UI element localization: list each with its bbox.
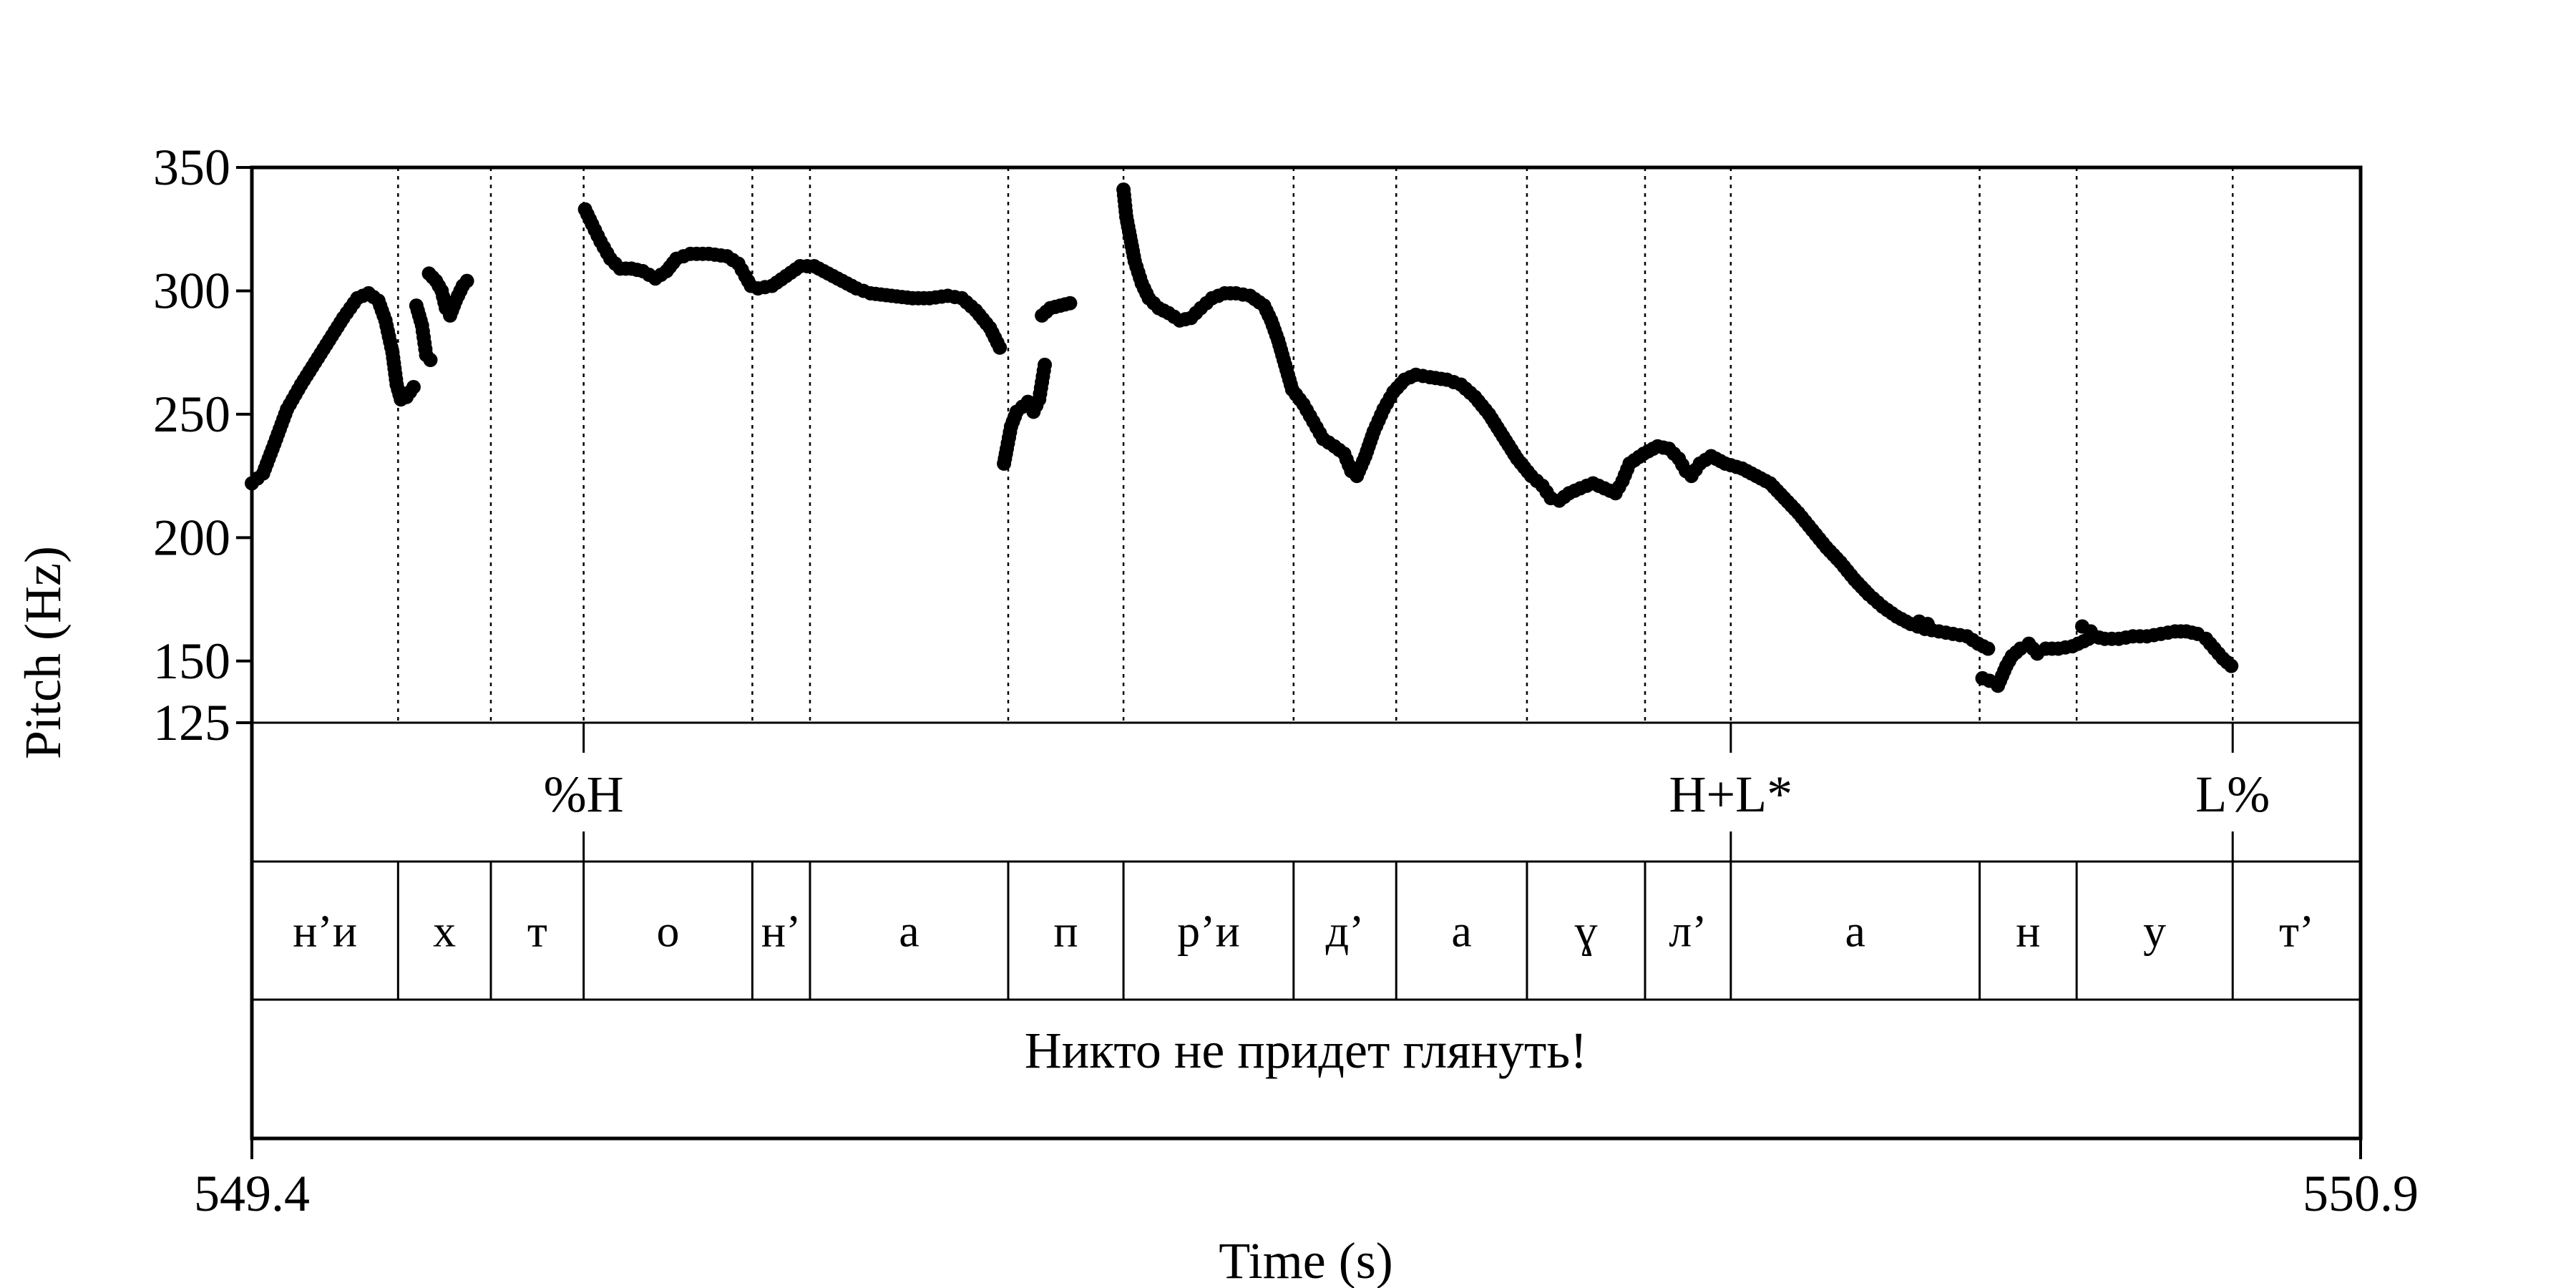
pitch-point — [459, 273, 474, 288]
segment-boundaries — [396, 167, 2234, 1000]
pitch-point — [1981, 641, 1996, 656]
segment-label: п — [1053, 906, 1078, 957]
segment-label: р’и — [1177, 906, 1240, 957]
pitch-point — [423, 353, 438, 368]
y-tick-label: 125 — [153, 694, 230, 751]
y-tick-label: 150 — [153, 633, 230, 690]
sentence-label: Никто не придет глянуть! — [1025, 1022, 1587, 1079]
x-axis-title: Time (s) — [1219, 1232, 1392, 1288]
pitch-point — [2083, 624, 2098, 639]
segment-label: о — [657, 906, 680, 957]
pitch-point — [1063, 296, 1078, 311]
pitch-point — [1920, 617, 1935, 632]
segment-label: у — [2143, 906, 2166, 957]
x-tick-label-start: 549.4 — [194, 1165, 310, 1222]
y-tick-label: 300 — [153, 262, 230, 319]
pitch-point — [406, 379, 421, 394]
segment-label: д’ — [1326, 906, 1365, 957]
segment-label: н’и — [293, 906, 357, 957]
segment-label: х — [433, 906, 456, 957]
segment-label: а — [899, 906, 919, 957]
segment-label: л’ — [1669, 906, 1707, 957]
segment-label: т’ — [2279, 906, 2314, 957]
plot-area — [250, 165, 2363, 1141]
tone-label: H+L* — [1669, 766, 1793, 823]
segment-label: т — [527, 906, 547, 957]
segment-tier: н’и х т о н’ а п р’и д’ а ɣ л’ а н у т’ — [293, 906, 2314, 957]
pitch-point — [2224, 658, 2239, 673]
pitch-point — [992, 340, 1008, 355]
segment-label: а — [1845, 906, 1865, 957]
y-tick-label: 250 — [153, 386, 230, 443]
pitch-points — [245, 182, 2239, 693]
tone-label: L% — [2195, 766, 2270, 823]
x-tick-label-end: 550.9 — [2303, 1165, 2419, 1222]
segment-label: н’ — [761, 906, 801, 957]
pitch-point — [1038, 357, 1053, 372]
y-tick-label: 350 — [153, 139, 230, 196]
segment-label: а — [1451, 906, 1471, 957]
tone-label: %H — [544, 766, 624, 823]
segment-label: н — [2016, 906, 2040, 957]
y-tick-label: 200 — [153, 509, 230, 566]
tone-tier: %H H+L* L% — [544, 723, 2270, 862]
segment-label: ɣ — [1574, 906, 1597, 957]
y-axis-title: Pitch (Hz) — [14, 546, 72, 759]
